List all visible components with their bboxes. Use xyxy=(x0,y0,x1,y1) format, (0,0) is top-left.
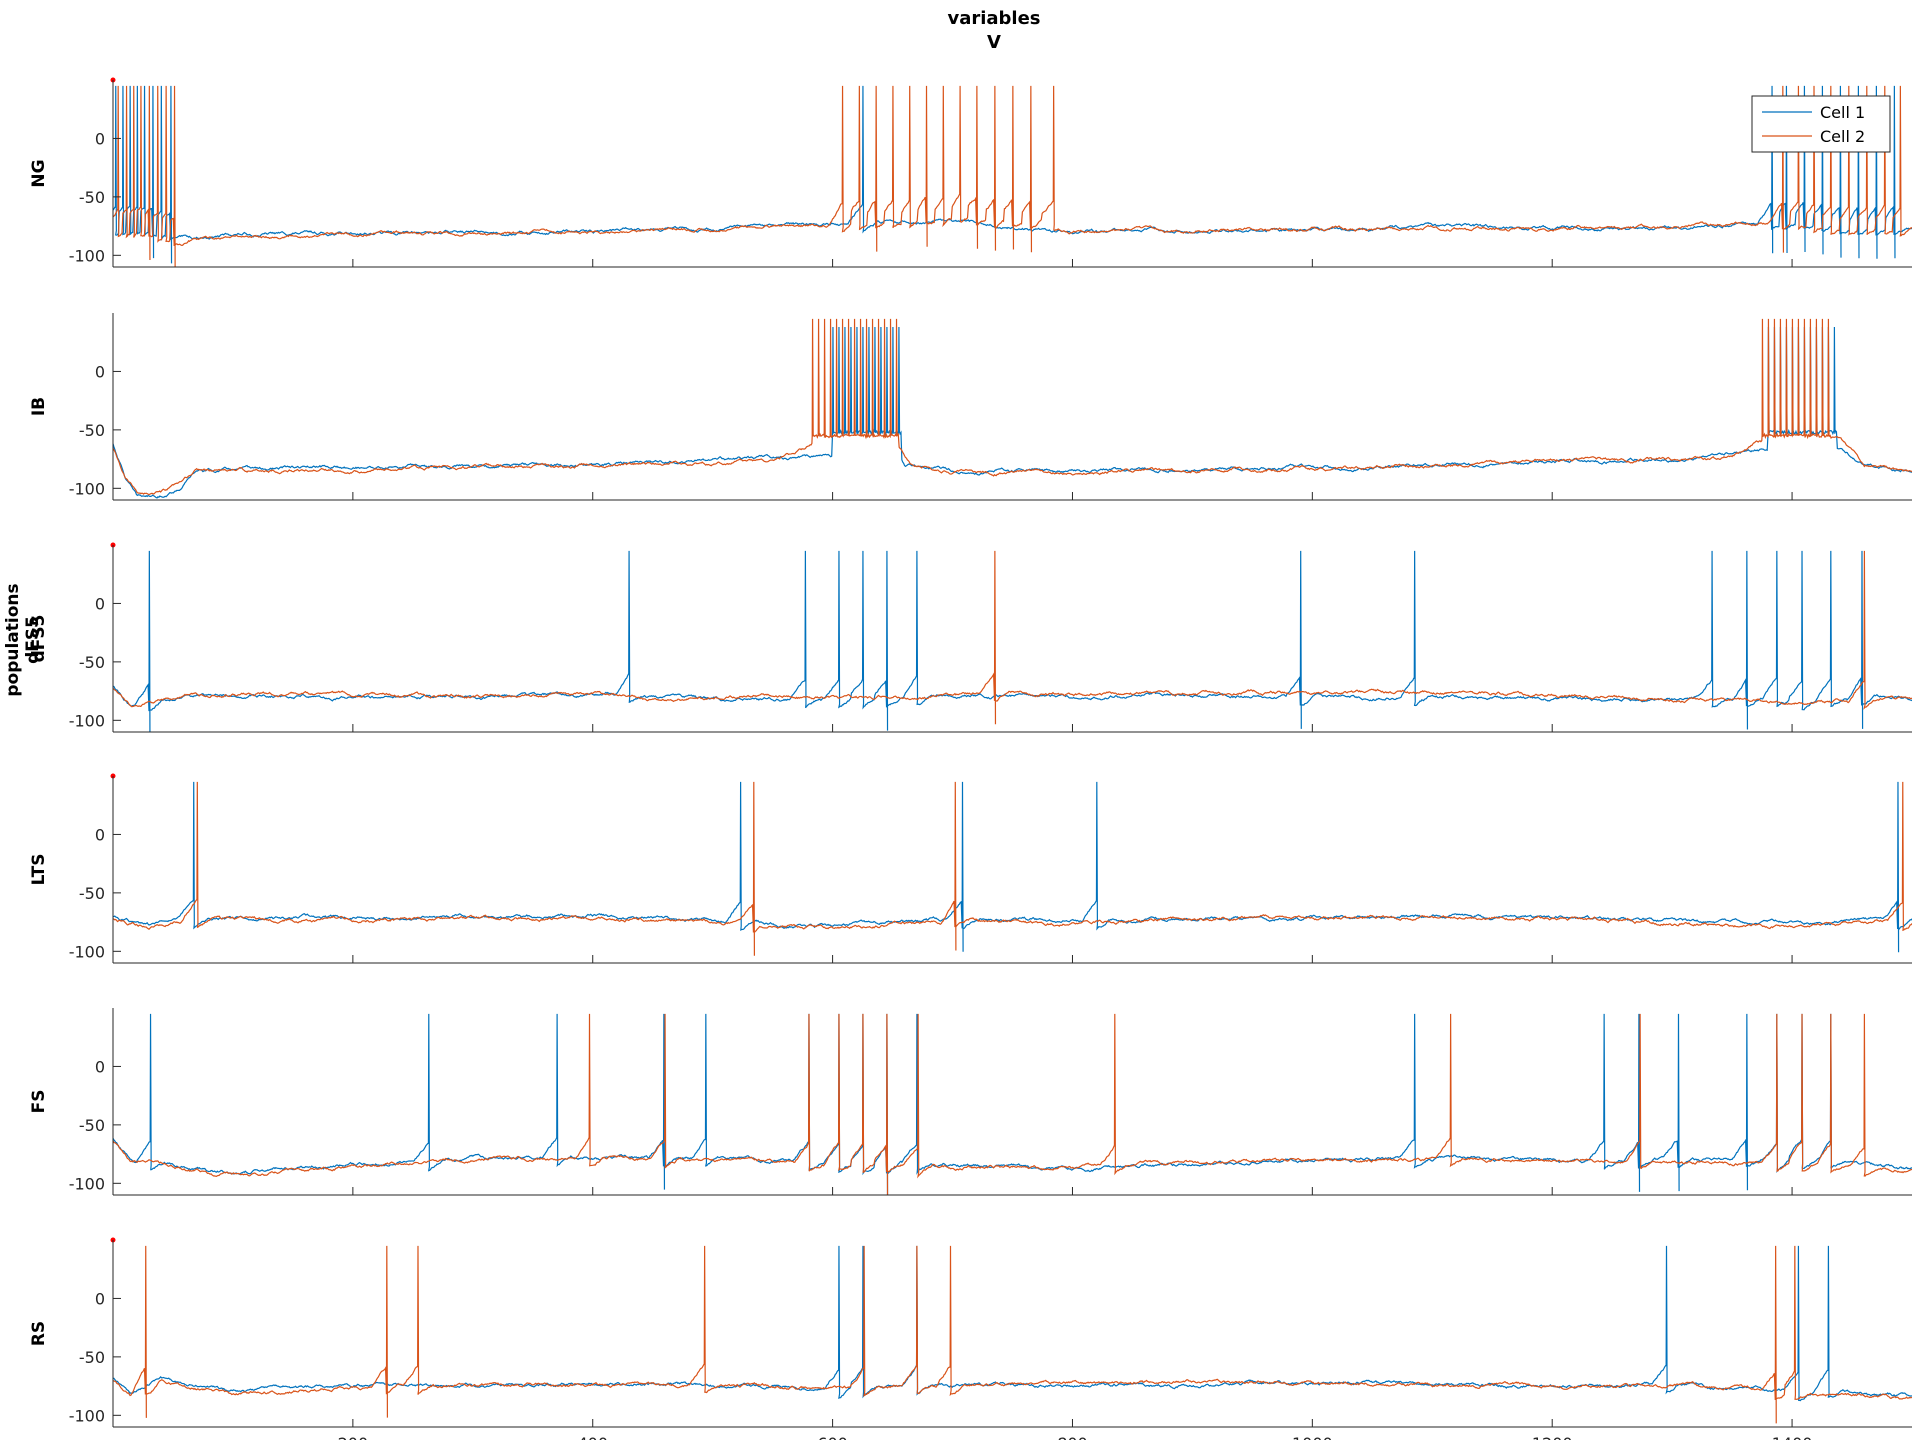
panels: NG 0 -50 -100 Cell 1 Cell 2 IB 0 -50 -100 dFS5 0 -50… xyxy=(29,77,1912,1440)
series-line-cell-2 xyxy=(113,781,1912,956)
series-line-cell-1 xyxy=(113,1245,1912,1402)
y-tick-label: -50 xyxy=(79,884,105,903)
panel-ib: IB 0 -50 -100 xyxy=(29,313,1912,501)
y-tick-label: -50 xyxy=(79,1348,105,1367)
group-label-line-2: dFS5 xyxy=(23,616,43,664)
legend: Cell 1 Cell 2 xyxy=(1751,95,1891,153)
x-tick-label: 1000 xyxy=(1292,1434,1333,1440)
panel-ylabel: dFS5 xyxy=(29,615,49,663)
y-tick-label: 0 xyxy=(95,129,105,148)
panel-ylabel: FS xyxy=(29,1090,49,1114)
series-line-cell-1 xyxy=(113,781,1912,953)
y-tick-label: 0 xyxy=(95,1057,105,1076)
legend-label: Cell 1 xyxy=(1820,103,1865,122)
y-tick-label: -100 xyxy=(69,942,105,961)
series-line-cell-2 xyxy=(113,318,1912,496)
series-group xyxy=(113,550,1912,732)
y-tick-label: 0 xyxy=(95,1289,105,1308)
x-tick-label: 600 xyxy=(817,1434,848,1440)
y-tick-label: -100 xyxy=(69,246,105,265)
legend-label: Cell 2 xyxy=(1820,127,1865,146)
legend-box xyxy=(1751,95,1891,153)
panel-ylabel: LTS xyxy=(29,854,49,886)
panel-ylabel: NG xyxy=(29,159,49,187)
series-line-cell-2 xyxy=(113,1245,1912,1424)
series-group xyxy=(113,85,1912,267)
panel-fs: FS 0 -50 -100 xyxy=(29,1008,1912,1196)
x-tick-label: 1200 xyxy=(1532,1434,1573,1440)
y-tick-label: -50 xyxy=(79,653,105,672)
series-group xyxy=(113,1245,1912,1424)
y-tick-label: -100 xyxy=(69,1406,105,1425)
group-label: populationsdFS5 xyxy=(3,583,43,696)
x-tick-label: 200 xyxy=(338,1434,369,1440)
panel-ylabel: IB xyxy=(29,397,49,416)
y-tick-label: 0 xyxy=(95,594,105,613)
y-tick-label: -100 xyxy=(69,711,105,730)
chart-title-line-2: V xyxy=(987,32,1001,53)
series-line-cell-2 xyxy=(113,85,1912,267)
series-line-cell-2 xyxy=(113,1013,1912,1195)
panel-ylabel: RS xyxy=(29,1321,49,1346)
series-line-cell-1 xyxy=(113,1013,1912,1195)
x-tick-label: 400 xyxy=(577,1434,608,1440)
y-tick-label: 0 xyxy=(95,362,105,381)
x-tick-label: 800 xyxy=(1057,1434,1088,1440)
panel-rs: RS 0 -50 -100 200 400 600 800 1000 1200 1400 xyxy=(29,1237,1912,1440)
panel-ng: NG 0 -50 -100 Cell 1 Cell 2 xyxy=(29,77,1912,268)
panel-dfs5: dFS5 0 -50 -100 xyxy=(29,542,1912,733)
series-group xyxy=(113,318,1912,499)
series-group xyxy=(113,781,1912,956)
y-tick-label: -100 xyxy=(69,479,105,498)
y-tick-label: -100 xyxy=(69,1174,105,1193)
series-line-cell-1 xyxy=(113,550,1912,732)
y-tick-label: 0 xyxy=(95,825,105,844)
chart-title-line-1: variables xyxy=(947,8,1040,29)
series-line-cell-2 xyxy=(113,550,1912,725)
panel-lts: LTS 0 -50 -100 xyxy=(29,773,1912,964)
series-group xyxy=(113,1013,1912,1195)
y-tick-label: -50 xyxy=(79,188,105,207)
group-label-line-1: populations xyxy=(3,583,23,696)
x-tick-label: 1400 xyxy=(1772,1434,1813,1440)
y-tick-label: -50 xyxy=(79,1116,105,1135)
y-tick-label: -50 xyxy=(79,421,105,440)
